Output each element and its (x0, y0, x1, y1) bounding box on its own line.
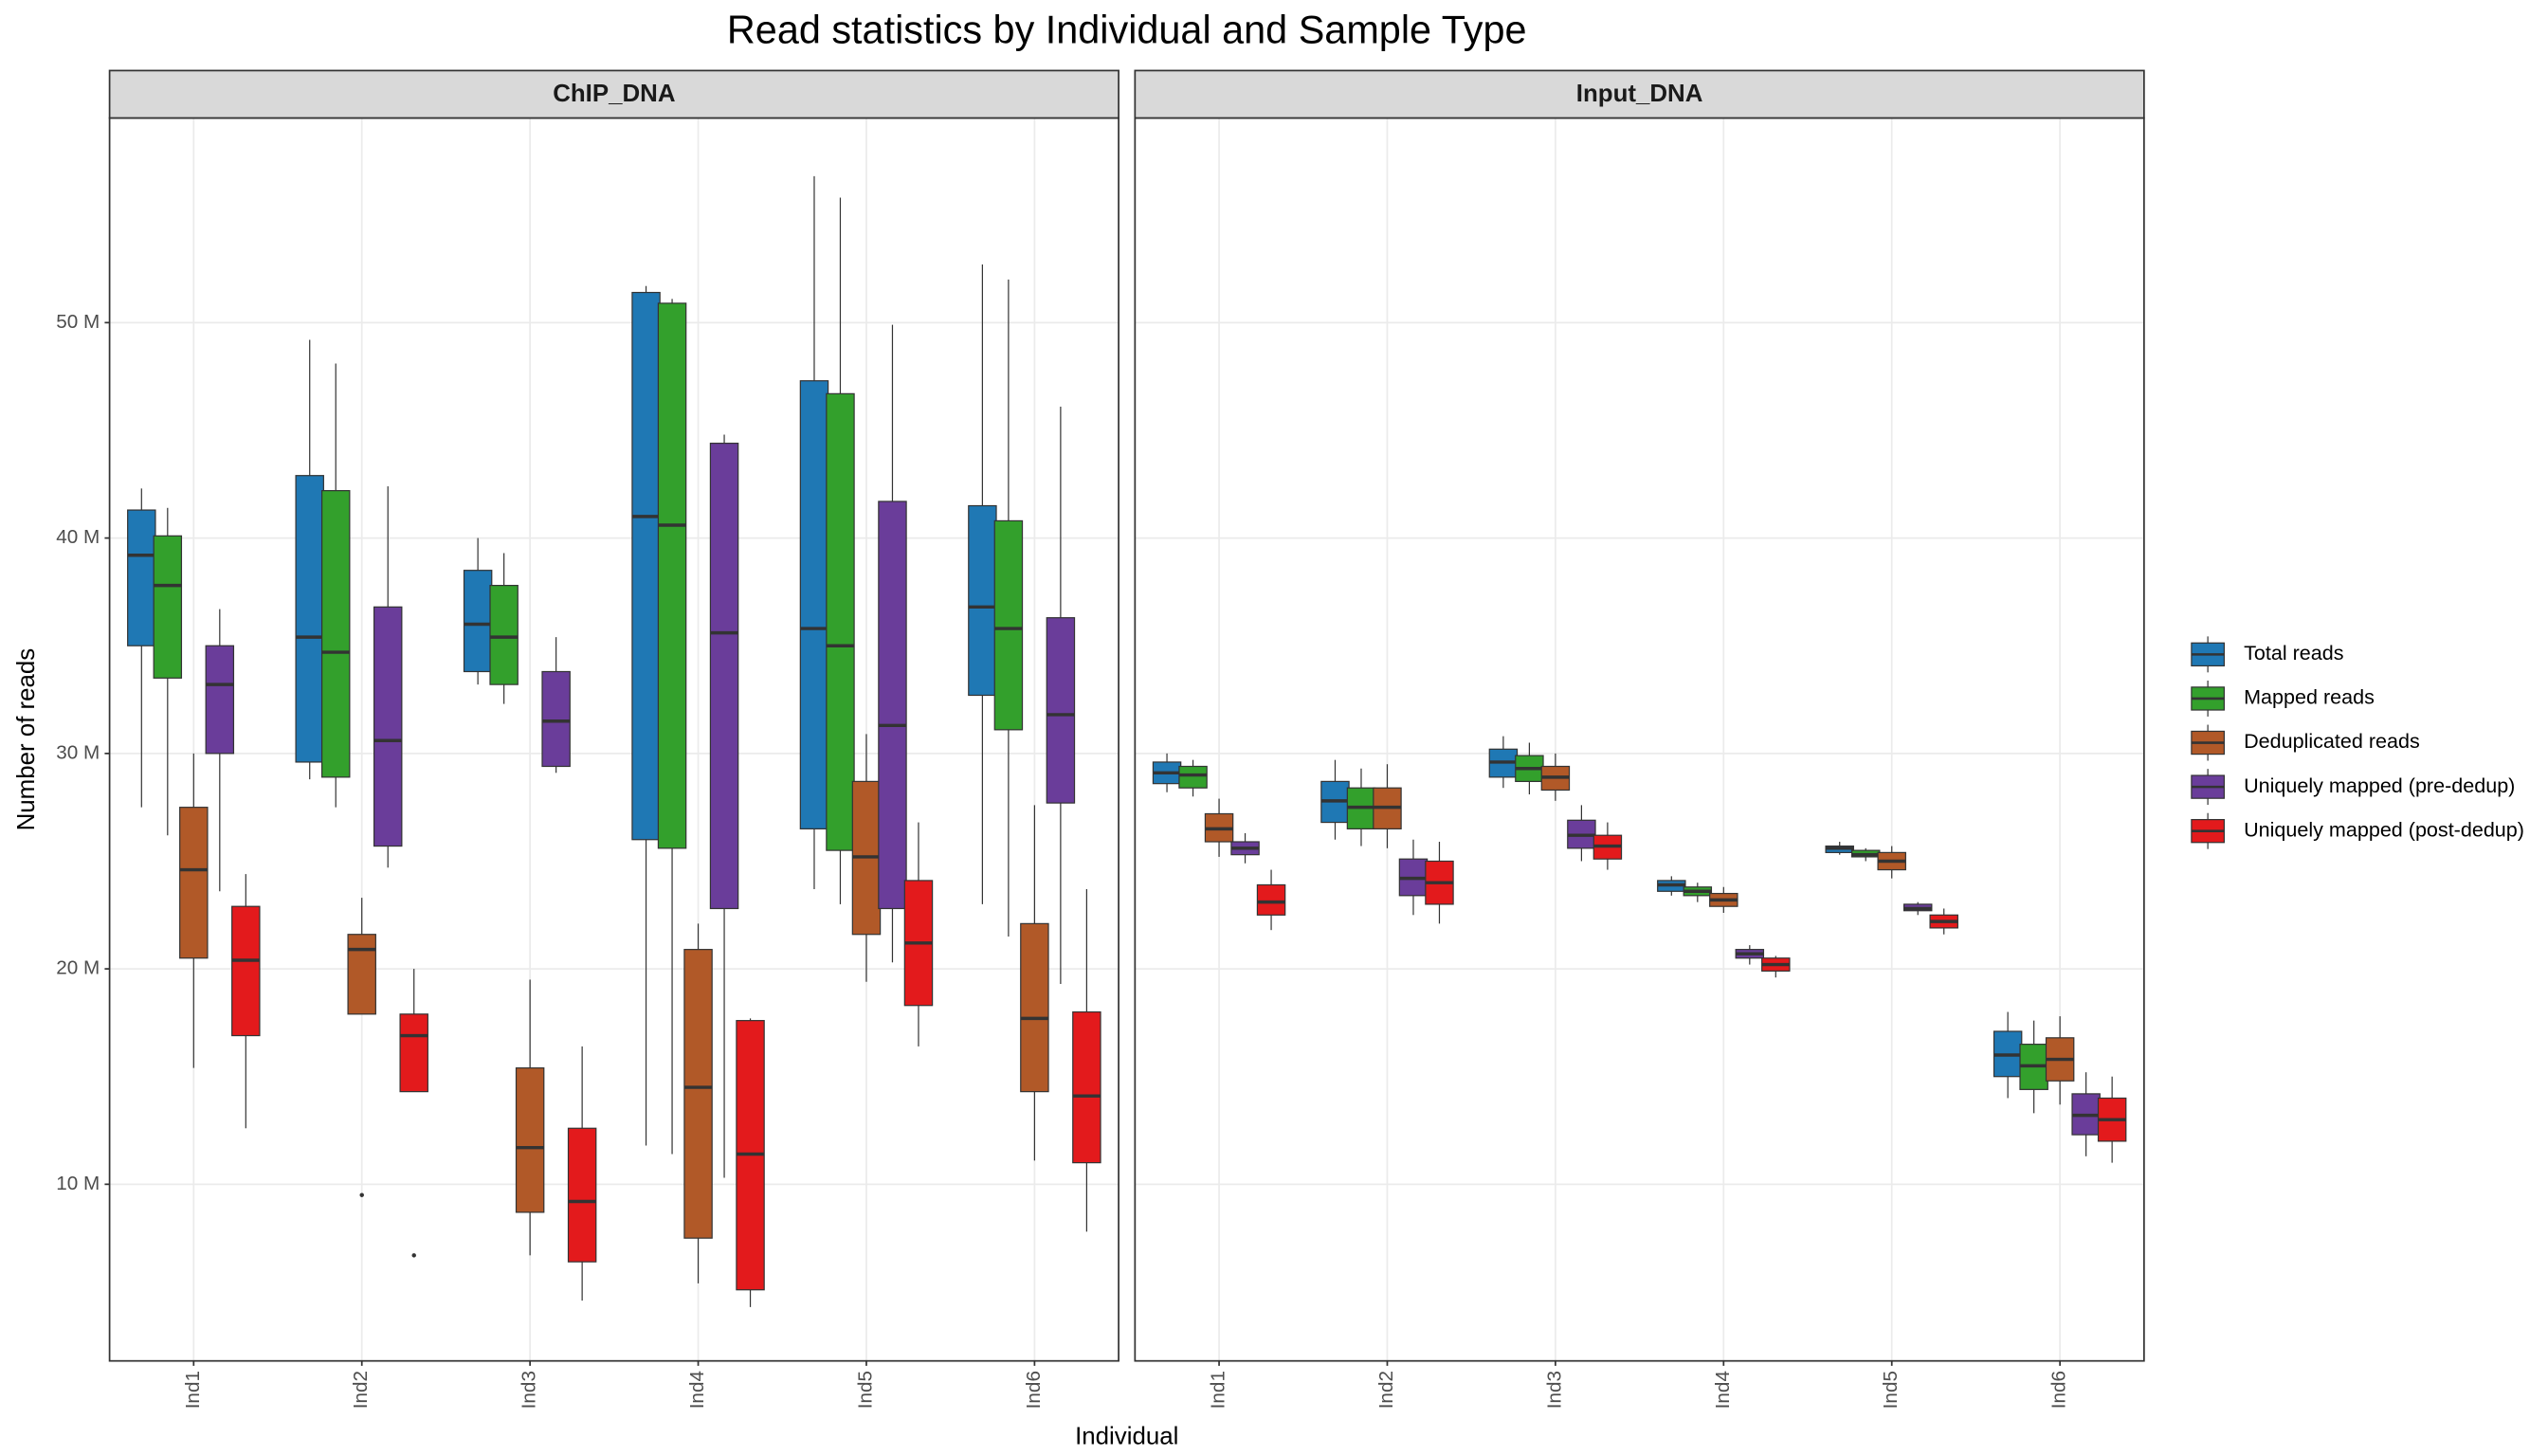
outlier (411, 1253, 416, 1258)
x-tick-label: Ind2 (350, 1371, 372, 1409)
strip-label: ChIP_DNA (553, 81, 675, 107)
box (1072, 1010, 1101, 1164)
legend-label: Mapped reads (2244, 685, 2375, 709)
box (683, 949, 713, 1239)
strip (1134, 69, 2145, 119)
box (489, 584, 519, 685)
box (463, 570, 493, 673)
x-tick-label: Ind2 (1375, 1371, 1397, 1409)
y-tick-label: 10 M (56, 1173, 100, 1194)
y-axis-label: Number of reads (13, 648, 40, 831)
x-tick-label: Ind3 (519, 1371, 540, 1409)
box (320, 490, 351, 778)
x-tick-label: Ind3 (1543, 1371, 1565, 1409)
box (709, 443, 739, 910)
x-tick-label: Ind6 (1023, 1371, 1045, 1409)
panel-background (1135, 118, 2144, 1361)
box (373, 606, 403, 847)
box (347, 934, 376, 1015)
box (205, 645, 235, 755)
box (231, 905, 261, 1037)
chart-title: Read statistics by Individual and Sample… (727, 9, 1527, 52)
legend-label: Deduplicated reads (2244, 729, 2420, 753)
box (631, 291, 661, 841)
legend-label: Uniquely mapped (post-dedup) (2244, 817, 2524, 841)
box (541, 670, 571, 768)
box (1020, 922, 1049, 1093)
box (153, 535, 183, 679)
panel-background (109, 118, 1119, 1361)
x-tick-label: Ind5 (1880, 1371, 1902, 1409)
box (399, 1013, 428, 1093)
box (295, 475, 324, 763)
box (993, 519, 1024, 731)
box (657, 302, 687, 849)
x-tick-label: Ind6 (2048, 1371, 2070, 1409)
y-tick-label: 20 M (56, 957, 100, 979)
box (968, 504, 997, 697)
box (127, 509, 156, 646)
strip (108, 69, 1119, 119)
outlier (359, 1192, 364, 1197)
legend-label: Total reads (2244, 641, 2343, 664)
box (799, 380, 829, 829)
box (1178, 765, 1208, 789)
box (1256, 883, 1286, 916)
x-tick-label: Ind4 (1712, 1371, 1734, 1409)
x-tick-label: Ind1 (182, 1371, 204, 1409)
box (567, 1127, 597, 1263)
box (878, 500, 907, 910)
box (515, 1067, 545, 1213)
y-tick-label: 50 M (56, 311, 100, 333)
y-tick-label: 40 M (56, 526, 100, 548)
legend-label: Uniquely mapped (pre-dedup) (2244, 774, 2515, 797)
x-axis-label: Individual (1075, 1424, 1178, 1450)
strip-label: Input_DNA (1576, 81, 1703, 107)
y-tick-label: 30 M (56, 741, 100, 763)
box (179, 807, 209, 959)
x-tick-label: Ind5 (854, 1371, 876, 1409)
x-tick-label: Ind4 (686, 1371, 708, 1409)
box (1046, 617, 1076, 804)
x-tick-label: Ind1 (1208, 1371, 1229, 1409)
box (826, 392, 855, 851)
